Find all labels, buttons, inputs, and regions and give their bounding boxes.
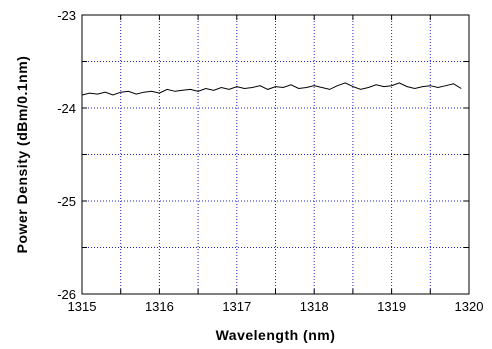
x-tick-label: 1318 <box>300 299 329 314</box>
series-line <box>81 82 462 96</box>
y-tick-label: -25 <box>57 194 76 209</box>
axis-ticks <box>82 15 469 294</box>
x-tick-labels: 1315 1316 1317 1318 1319 1320 <box>68 299 484 314</box>
x-tick-label: 1320 <box>455 299 484 314</box>
y-tick-label: -23 <box>57 8 76 23</box>
x-axis-title: Wavelength (nm) <box>216 327 336 343</box>
grid <box>82 15 469 294</box>
x-tick-label: 1319 <box>377 299 406 314</box>
x-tick-label: 1317 <box>222 299 251 314</box>
y-tick-label: -24 <box>57 101 76 116</box>
x-tick-label: 1315 <box>68 299 97 314</box>
y-axis-title: Power Density (dBm/0.1nm) <box>14 56 30 254</box>
x-tick-label: 1316 <box>145 299 174 314</box>
y-tick-label: -26 <box>57 287 76 302</box>
y-tick-labels: -26 -25 -24 -23 <box>57 8 76 302</box>
